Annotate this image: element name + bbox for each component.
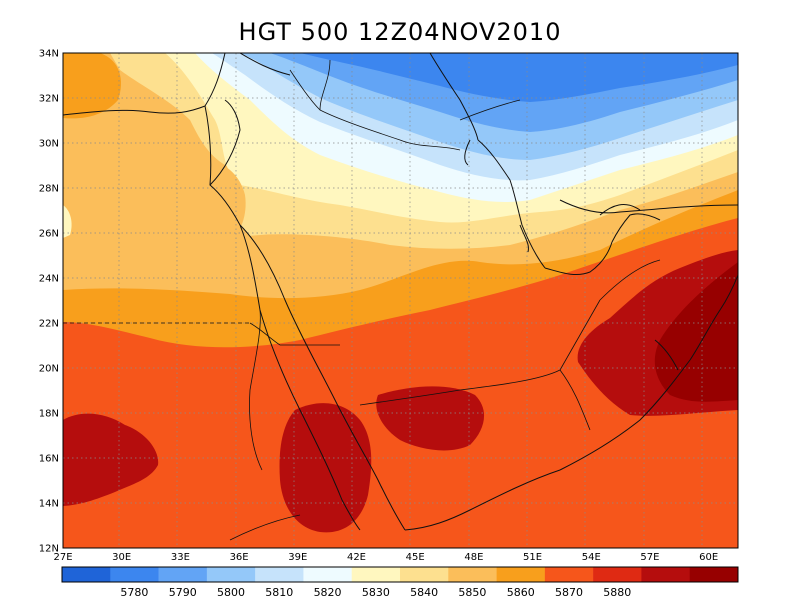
colorbar-label: 5780 — [120, 586, 148, 599]
map-frame — [62, 52, 739, 549]
lon-tick-label: 51E — [523, 552, 542, 563]
band-5880-west — [63, 413, 159, 506]
map-title: HGT 500 12Z04NOV2010 — [238, 18, 562, 46]
band-5880-east-core — [654, 262, 738, 402]
colorbar-label: 5840 — [410, 586, 438, 599]
colorbar: 5780 5790 5800 5810 5820 5830 5840 5850 5860 5870… — [61, 566, 739, 599]
lon-tick-label: 48E — [464, 552, 483, 563]
colorbar-swatch — [255, 567, 304, 582]
lat-tick-label: 20N — [39, 364, 59, 375]
band-5780 — [300, 53, 738, 102]
lon-tick-label: 30E — [112, 552, 131, 563]
lat-tick-label: 12N — [39, 544, 59, 555]
lon-tick-label: 54E — [582, 552, 601, 563]
band-5860-west — [63, 53, 121, 119]
lon-tick-label: 36E — [230, 552, 249, 563]
colorbar-label: 5880 — [603, 586, 631, 599]
colorbar-swatch — [641, 567, 691, 582]
colorbar-swatch — [544, 567, 594, 582]
colorbar-swatch — [303, 567, 353, 582]
colorbar-label: 5810 — [265, 586, 293, 599]
coastlines — [63, 53, 738, 531]
lon-tick-label: 42E — [347, 552, 366, 563]
colorbar-swatch — [496, 567, 546, 582]
colorbar-swatch — [351, 567, 401, 582]
band-5880-center — [279, 403, 372, 533]
colorbar-label: 5850 — [458, 586, 486, 599]
lat-tick-label: 16N — [39, 454, 59, 465]
colorbar-label: 5820 — [314, 586, 342, 599]
colorbar-label: 5790 — [169, 586, 197, 599]
lon-tick-label: 60E — [699, 552, 718, 563]
lat-tick-label: 30N — [39, 139, 59, 150]
lon-tick-label: 39E — [288, 552, 307, 563]
lon-tick-labels: 27E 30E 33E 36E 39E 42E 45E 48E 51E 54E 57E 60E — [53, 552, 718, 563]
colorbar-swatch — [158, 567, 208, 582]
colorbar-swatch — [593, 567, 642, 582]
lon-tick-label: 45E — [406, 552, 425, 563]
colorbar-label: 5870 — [555, 586, 583, 599]
colorbar-swatch — [448, 567, 497, 582]
colorbar-frame — [61, 566, 739, 583]
colorbar-swatch — [400, 567, 449, 582]
height-field — [63, 53, 738, 548]
lat-tick-label: 14N — [39, 499, 59, 510]
lon-tick-label: 27E — [53, 552, 72, 563]
country-borders — [63, 59, 661, 541]
colorbar-label: 5860 — [507, 586, 535, 599]
colorbar-swatch — [62, 567, 111, 582]
lon-tick-label: 57E — [640, 552, 659, 563]
colorbar-swatch — [689, 567, 739, 582]
colorbar-swatch — [206, 567, 256, 582]
lat-tick-label: 24N — [39, 274, 59, 285]
colorbar-label: 5830 — [362, 586, 390, 599]
colorbar-label: 5800 — [217, 586, 245, 599]
lat-tick-label: 28N — [39, 184, 59, 195]
lat-tick-label: 32N — [39, 94, 59, 105]
lon-tick-label: 33E — [171, 552, 190, 563]
lat-tick-label: 22N — [39, 319, 59, 330]
lat-tick-labels: 34N 32N 30N 28N 26N 24N 22N 20N 18N 16N 14N 12N — [39, 49, 59, 555]
band-5880-east-small — [376, 386, 485, 451]
lat-tick-label: 26N — [39, 229, 59, 240]
colorbar-swatch — [110, 567, 159, 582]
lat-tick-label: 34N — [39, 49, 59, 60]
lat-tick-label: 18N — [39, 409, 59, 420]
map-gridlines — [63, 53, 738, 548]
